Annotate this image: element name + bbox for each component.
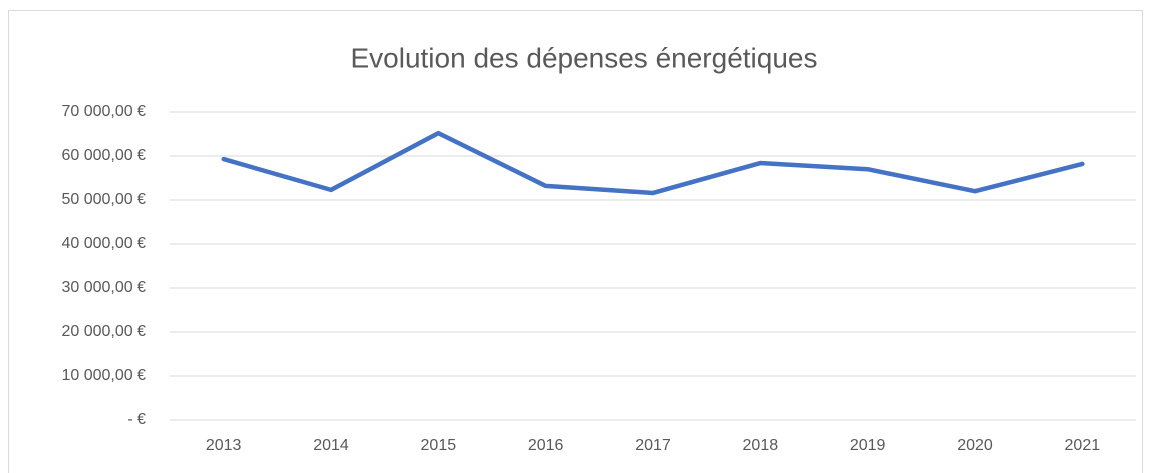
x-tick-label: 2019 bbox=[850, 437, 886, 454]
data-line bbox=[221, 130, 1085, 196]
y-tick-label: 30 000,00 € bbox=[61, 279, 146, 296]
y-tick-label: 20 000,00 € bbox=[61, 323, 146, 340]
x-tick-label: 2013 bbox=[206, 437, 242, 454]
x-tick-label: 2015 bbox=[421, 437, 457, 454]
x-tick-label: 2020 bbox=[957, 437, 993, 454]
y-tick-label: - € bbox=[127, 411, 146, 428]
x-tick-label: 2021 bbox=[1065, 437, 1101, 454]
y-tick-label: 70 000,00 € bbox=[61, 103, 146, 120]
y-tick-label: 40 000,00 € bbox=[61, 235, 146, 252]
x-tick-label: 2014 bbox=[313, 437, 349, 454]
y-tick-label: 50 000,00 € bbox=[61, 191, 146, 208]
chart-title: Evolution des dépenses énergétiques bbox=[350, 42, 817, 73]
x-tick-label: 2018 bbox=[743, 437, 779, 454]
y-tick-label: 60 000,00 € bbox=[61, 147, 146, 164]
y-tick-label: 10 000,00 € bbox=[61, 367, 146, 384]
chart-border bbox=[8, 10, 1143, 473]
x-tick-label: 2017 bbox=[635, 437, 671, 454]
x-tick-label: 2016 bbox=[528, 437, 564, 454]
